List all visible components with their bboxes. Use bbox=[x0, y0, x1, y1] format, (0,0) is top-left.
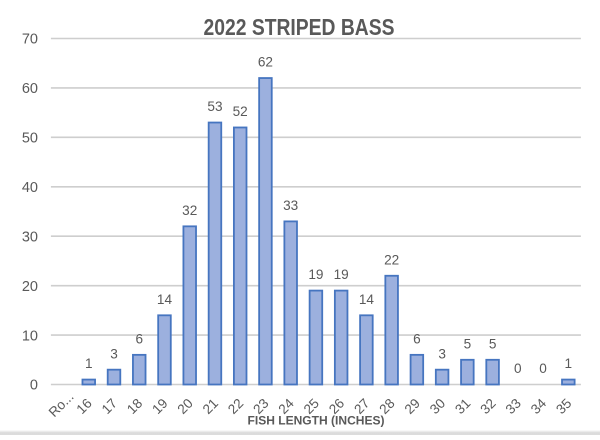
svg-text:0: 0 bbox=[30, 378, 38, 394]
svg-text:19: 19 bbox=[308, 267, 323, 282]
svg-text:32: 32 bbox=[182, 203, 197, 218]
svg-text:20: 20 bbox=[22, 279, 38, 295]
svg-text:5: 5 bbox=[464, 336, 472, 351]
svg-text:14: 14 bbox=[359, 292, 375, 307]
svg-text:10: 10 bbox=[22, 328, 38, 344]
svg-text:30: 30 bbox=[22, 229, 38, 245]
svg-text:33: 33 bbox=[283, 198, 298, 213]
svg-text:60: 60 bbox=[22, 81, 38, 97]
svg-text:0: 0 bbox=[514, 361, 522, 376]
svg-text:40: 40 bbox=[22, 180, 38, 196]
svg-text:FISH LENGTH (INCHES): FISH LENGTH (INCHES) bbox=[248, 413, 385, 427]
svg-text:53: 53 bbox=[207, 99, 222, 114]
svg-text:62: 62 bbox=[258, 55, 273, 70]
svg-text:0: 0 bbox=[539, 361, 547, 376]
svg-text:1: 1 bbox=[85, 356, 93, 371]
svg-text:3: 3 bbox=[110, 346, 118, 361]
svg-text:14: 14 bbox=[157, 292, 173, 307]
svg-text:6: 6 bbox=[413, 331, 421, 346]
svg-text:22: 22 bbox=[384, 252, 399, 267]
svg-text:6: 6 bbox=[135, 331, 143, 346]
svg-text:5: 5 bbox=[489, 336, 497, 351]
svg-text:19: 19 bbox=[334, 267, 349, 282]
svg-text:70: 70 bbox=[22, 32, 38, 48]
svg-text:52: 52 bbox=[233, 104, 248, 119]
svg-text:2022 STRIPED BASS: 2022 STRIPED BASS bbox=[204, 14, 395, 40]
svg-text:1: 1 bbox=[565, 356, 573, 371]
svg-text:50: 50 bbox=[22, 131, 38, 147]
svg-text:3: 3 bbox=[438, 346, 446, 361]
